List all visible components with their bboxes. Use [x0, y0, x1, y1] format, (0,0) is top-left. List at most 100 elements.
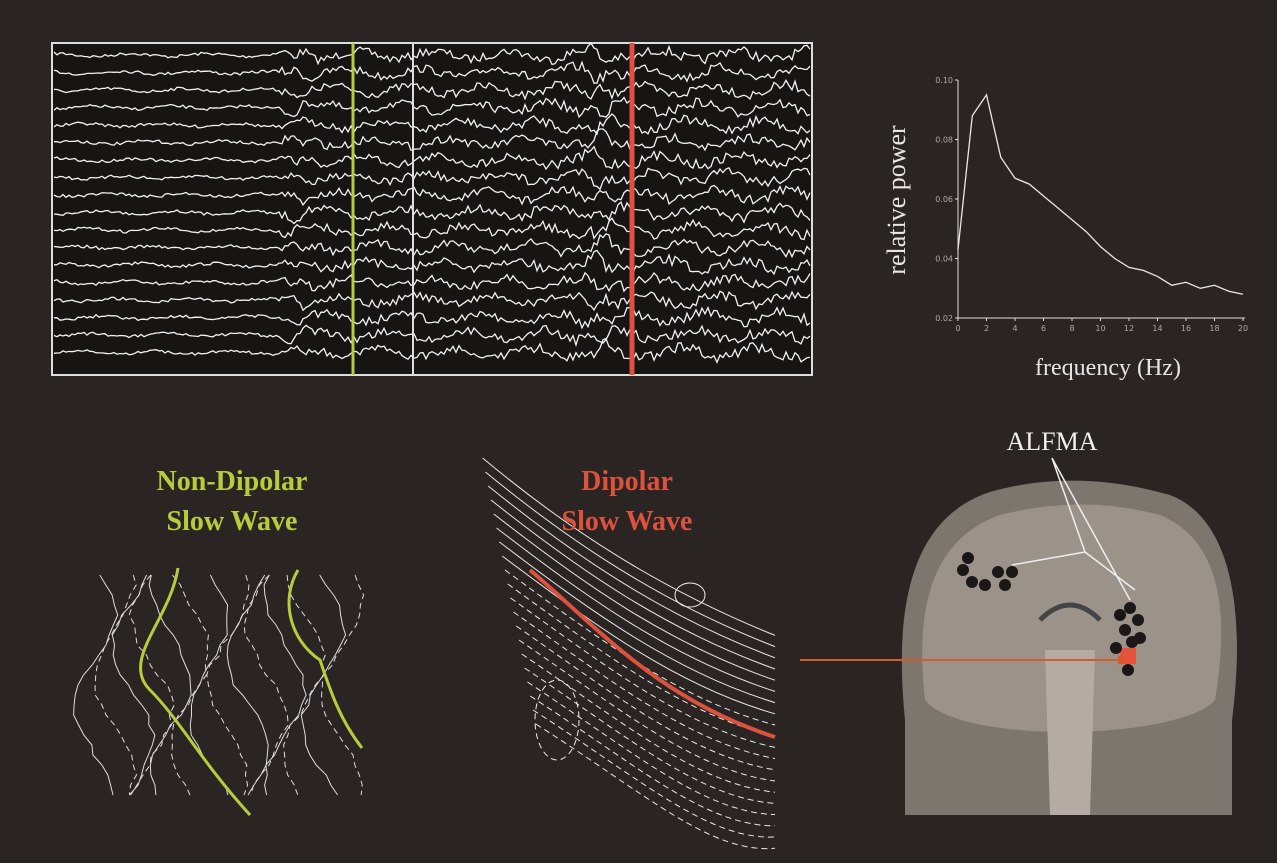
source-dot: [1114, 609, 1126, 621]
contour: [226, 574, 269, 796]
contour: [535, 723, 776, 850]
contour: [490, 499, 776, 670]
x-tick-label: 18: [1209, 324, 1219, 333]
source-dot: [1124, 602, 1136, 614]
contour: [321, 574, 365, 796]
source-dot: [966, 576, 978, 588]
contour: [128, 574, 175, 796]
arrow-head: [1118, 655, 1126, 665]
eeg-trace: [53, 324, 811, 348]
x-tick-label: 2: [984, 324, 989, 333]
brainstem: [1045, 650, 1095, 815]
contour: [518, 639, 776, 782]
field-maps: [73, 457, 776, 850]
power-chart: relative power frequency (Hz) 0.02 0.04 0.…: [882, 76, 1248, 381]
contour: [534, 679, 580, 761]
source-dot: [1122, 664, 1134, 676]
x-axis-label: frequency (Hz): [1035, 355, 1181, 381]
contour: [674, 582, 706, 608]
map-title: Slow Wave: [562, 506, 693, 537]
eeg-trace: [53, 337, 811, 364]
eeg-trace: [53, 249, 811, 276]
source-dot: [1132, 614, 1144, 626]
eeg-trace: [53, 184, 811, 207]
source-dot: [1134, 632, 1146, 644]
contour: [510, 597, 776, 748]
contour: [501, 555, 776, 715]
brain: [922, 504, 1222, 732]
source-dot: [999, 579, 1011, 591]
y-axis-label: relative power: [882, 125, 911, 275]
eeg-trace: [53, 60, 811, 84]
contour: [527, 681, 776, 816]
pointer-lines: [1011, 457, 1136, 601]
y-tick-label: 0.02: [935, 314, 953, 323]
contour: [513, 611, 776, 760]
x-tick-label: 14: [1152, 324, 1162, 333]
eeg-frame: [51, 42, 813, 376]
eeg-trace: [53, 306, 811, 330]
contour: [94, 574, 138, 796]
source-dot: [1119, 624, 1131, 636]
contour: [487, 485, 776, 659]
eeg-trace: [53, 96, 811, 119]
y-tick-label: 0.06: [935, 195, 953, 204]
contour: [263, 574, 307, 796]
contour: [496, 527, 776, 692]
x-tick-label: 20: [1238, 324, 1248, 333]
eeg-trace: [53, 290, 811, 312]
eeg-trace: [53, 271, 811, 293]
ventricle: [1038, 602, 1102, 622]
contour: [493, 513, 776, 681]
contour: [206, 574, 250, 796]
contour: [529, 695, 776, 827]
y-tick-label: 0.10: [935, 76, 953, 85]
contour: [283, 574, 326, 796]
eeg-trace: [53, 217, 811, 241]
eeg-trace: [53, 166, 811, 191]
contour: [499, 541, 776, 704]
eeg-trace: [53, 113, 811, 136]
x-tick-label: 4: [1012, 324, 1017, 333]
eeg-trace: [53, 78, 811, 101]
source-dot: [992, 566, 1004, 578]
x-tick-label: 8: [1069, 324, 1074, 333]
x-tick-label: 12: [1124, 324, 1134, 333]
x-tick-label: 10: [1095, 324, 1105, 333]
contour: [148, 574, 192, 796]
contour: [482, 457, 776, 636]
map-title: Dipolar: [581, 466, 673, 497]
zero-line: [528, 568, 776, 739]
source-dot: [957, 564, 969, 576]
eeg-trace: [53, 200, 811, 225]
y-tick-label: 0.08: [935, 136, 953, 145]
y-tick-label: 0.04: [935, 255, 953, 264]
region-label: ALFMA: [1006, 427, 1097, 456]
contour: [73, 574, 119, 796]
line: [957, 93, 1244, 295]
contour: [524, 667, 776, 804]
eeg-trace: [53, 128, 811, 152]
zero-line: [287, 569, 364, 749]
map-title: Slow Wave: [167, 506, 298, 537]
eeg-trace: [53, 42, 811, 66]
contour: [111, 574, 156, 796]
map-title: Non-Dipolar: [157, 466, 308, 497]
contour: [532, 709, 776, 838]
source-dot: [1110, 642, 1122, 654]
eeg-panel: [51, 42, 813, 376]
brain-image: [800, 457, 1237, 815]
contour: [521, 653, 776, 793]
x-tick-label: 0: [955, 324, 960, 333]
contour: [300, 574, 347, 796]
x-tick-label: 16: [1181, 324, 1191, 333]
x-tick-label: 6: [1041, 324, 1046, 333]
eeg-trace: [53, 233, 811, 259]
contour: [485, 471, 776, 648]
eeg-trace: [53, 145, 811, 171]
contour: [243, 574, 289, 796]
source-dot: [979, 579, 991, 591]
source-dot: [1006, 566, 1018, 578]
source-dot: [962, 552, 974, 564]
